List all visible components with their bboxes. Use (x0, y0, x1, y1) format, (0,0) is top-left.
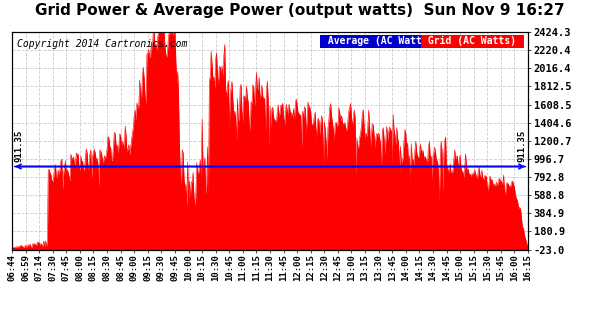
Text: Grid (AC Watts): Grid (AC Watts) (422, 36, 522, 46)
Text: 911.35: 911.35 (15, 130, 24, 162)
Text: Grid Power & Average Power (output watts)  Sun Nov 9 16:27: Grid Power & Average Power (output watts… (35, 3, 565, 18)
Text: 911.35: 911.35 (517, 130, 526, 162)
Text: Copyright 2014 Cartronics.com: Copyright 2014 Cartronics.com (17, 38, 188, 49)
Text: Average (AC Watts): Average (AC Watts) (322, 36, 439, 46)
